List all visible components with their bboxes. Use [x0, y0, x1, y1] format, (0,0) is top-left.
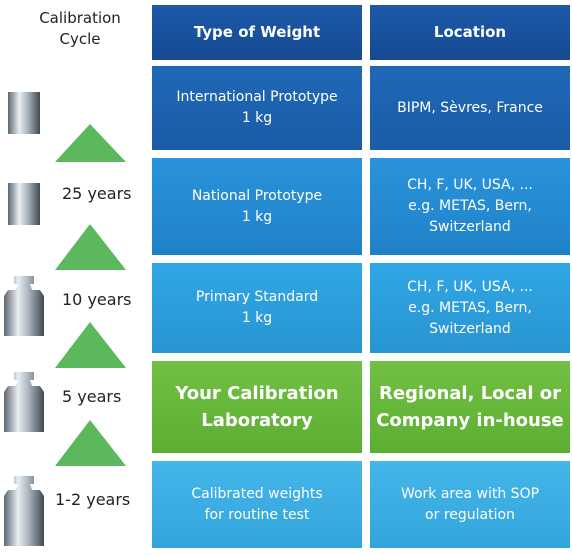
- cell-line: 1 kg: [241, 110, 273, 126]
- cell-line: CH, F, UK, USA, ...: [407, 177, 533, 193]
- cell-line: BIPM, Sèvres, France: [397, 99, 543, 116]
- cell-location: CH, F, UK, USA, ... e.g. METAS, Bern, Swit…: [370, 158, 570, 255]
- cell-line: 1 kg: [241, 310, 273, 326]
- cycle-label: 25 years: [62, 184, 132, 203]
- left-art: [4, 92, 126, 546]
- cell-line: Switzerland: [429, 320, 511, 337]
- cycle-label: 1-2 years: [55, 490, 131, 509]
- cell-line: Work area with SOP: [400, 485, 540, 502]
- arrows: [55, 124, 126, 466]
- cell-type: Calibrated weights for routine test: [152, 461, 362, 548]
- cell-type: Primary Standard 1 kg: [152, 263, 362, 353]
- cell-location: Work area with SOP or regulation: [370, 461, 570, 548]
- cell-line: Primary Standard: [195, 289, 319, 305]
- cell-line: for routine test: [204, 506, 310, 523]
- column-header: Type of Weight: [152, 5, 362, 60]
- column-header: Location: [370, 5, 570, 60]
- cycle-header-line: Calibration: [39, 9, 121, 27]
- cell-line: Laboratory: [201, 410, 313, 431]
- cell-type: National Prototype 1 kg: [152, 158, 362, 255]
- cell-line: Regional, Local or: [378, 383, 562, 404]
- cell-line: Calibrated weights: [191, 485, 323, 502]
- cell-line: International Prototype: [176, 89, 338, 105]
- cycle-label: 5 years: [62, 387, 122, 406]
- cell-line: e.g. METAS, Bern,: [408, 198, 532, 214]
- cell-line: 1 kg: [241, 208, 273, 225]
- column-header-text: Location: [433, 23, 507, 41]
- cell-type: Your Calibration Laboratory: [152, 361, 362, 453]
- cell-line: CH, F, UK, USA, ...: [407, 278, 533, 295]
- cell-type: International Prototype 1 kg: [152, 66, 362, 150]
- cycle-header-line: Cycle: [59, 30, 101, 48]
- cell-location: CH, F, UK, USA, ... e.g. METAS, Bern, Swit…: [370, 263, 570, 353]
- cell-line: Switzerland: [429, 219, 511, 235]
- column-header-text: Type of Weight: [193, 23, 321, 41]
- cycle-header: Calibration Cycle: [10, 8, 150, 50]
- cell-line: Company in-house: [376, 410, 564, 431]
- cell-location: Regional, Local or Company in-house: [370, 361, 570, 453]
- cell-location: BIPM, Sèvres, France: [370, 66, 570, 150]
- cell-line: National Prototype: [191, 187, 323, 204]
- cell-line: or regulation: [425, 506, 515, 523]
- cycle-label: 10 years: [62, 290, 132, 309]
- cell-line: Your Calibration: [175, 383, 339, 404]
- cell-line: e.g. METAS, Bern,: [408, 299, 532, 316]
- weights: [4, 92, 44, 546]
